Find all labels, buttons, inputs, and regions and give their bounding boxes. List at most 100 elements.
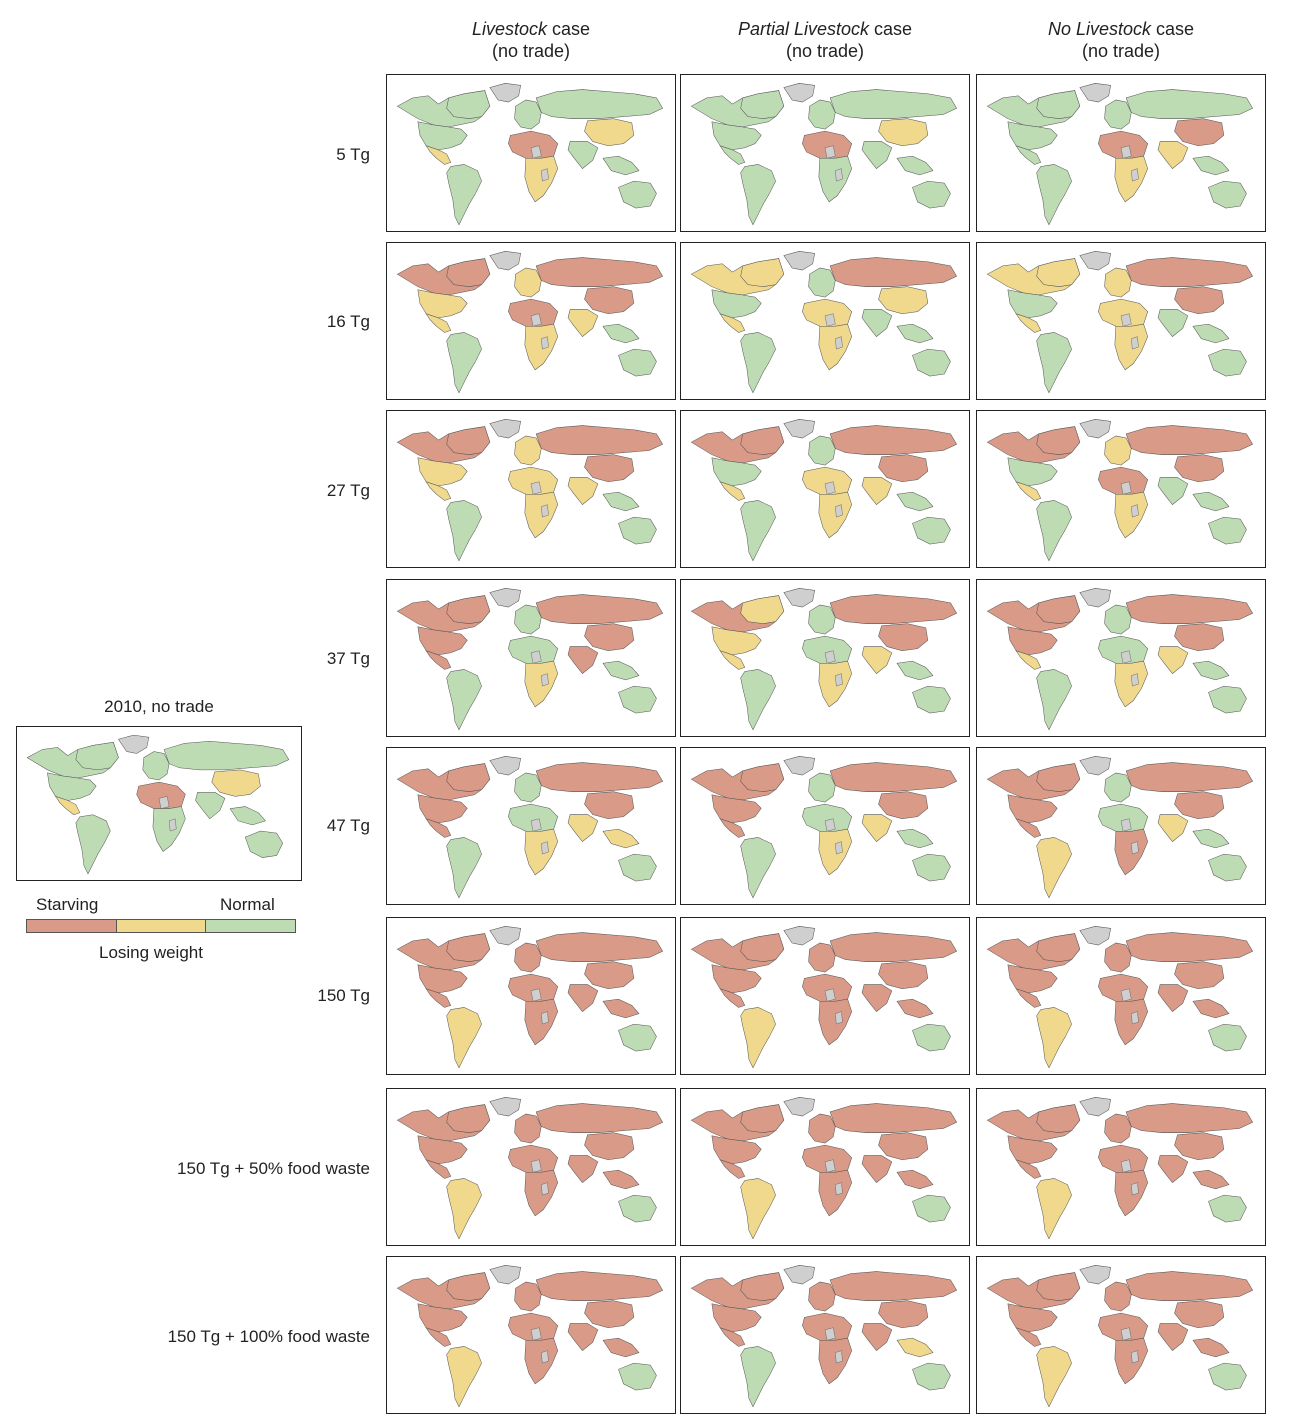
- region-mx: [425, 1159, 452, 1179]
- region-greenland: [783, 1097, 816, 1117]
- region-nodata-0: [1120, 481, 1132, 495]
- region-mx: [719, 145, 746, 165]
- map-panel-r2-c2: [680, 242, 970, 400]
- region-saf: [818, 1169, 853, 1217]
- region-greenland: [489, 1265, 522, 1285]
- region-ru: [535, 762, 664, 792]
- region-eu: [1104, 267, 1132, 298]
- region-mx: [719, 988, 746, 1008]
- world-map: [690, 251, 958, 394]
- map-panel-r8-c3: [976, 1256, 1266, 1414]
- region-nodata-1: [541, 1182, 549, 1196]
- region-mx: [719, 481, 746, 501]
- region-nodata-0: [1120, 988, 1132, 1002]
- region-ru: [1125, 1271, 1254, 1301]
- region-in: [567, 814, 599, 842]
- region-mx: [1015, 818, 1042, 838]
- region-saf: [1114, 491, 1149, 539]
- column-header-livestock: Livestock case (no trade): [471, 19, 591, 61]
- world-map: [986, 251, 1254, 394]
- region-sa: [446, 1178, 482, 1240]
- region-cn: [1174, 791, 1225, 819]
- world-map: [690, 588, 958, 731]
- region-in: [567, 646, 599, 674]
- region-sea: [1192, 1169, 1230, 1190]
- map-panel-r4-c1: [386, 579, 676, 737]
- map-panel-r8-c2: [680, 1256, 970, 1414]
- region-mx: [1015, 481, 1042, 501]
- region-nodata-0: [530, 650, 542, 664]
- region-us: [417, 121, 468, 151]
- region-mx: [425, 818, 452, 838]
- region-sea: [229, 806, 266, 826]
- region-sa: [740, 1007, 776, 1069]
- region-saf: [1114, 998, 1149, 1046]
- region-saf: [1114, 1337, 1149, 1385]
- region-cn: [584, 791, 635, 819]
- region-au: [912, 348, 951, 377]
- region-nodata-0: [1120, 818, 1132, 832]
- world-map: [396, 1097, 664, 1240]
- region-eu: [514, 99, 542, 130]
- region-mx: [425, 1327, 452, 1347]
- map-panel-r7-c2: [680, 1088, 970, 1246]
- region-greenland: [783, 588, 816, 608]
- region-eu: [1104, 435, 1132, 466]
- region-nodata-0: [1120, 313, 1132, 327]
- region-ca: [740, 258, 785, 287]
- region-cn: [1174, 454, 1225, 482]
- map-panel-r3-c1: [386, 410, 676, 568]
- region-ca: [446, 763, 491, 792]
- region-us: [711, 457, 762, 487]
- region-greenland: [489, 588, 522, 608]
- world-map: [690, 1265, 958, 1408]
- region-eu: [514, 604, 542, 635]
- region-ca: [1036, 258, 1081, 287]
- region-greenland: [489, 926, 522, 946]
- legend-color-bar: [26, 919, 296, 933]
- region-cn: [1174, 286, 1225, 314]
- region-sa: [740, 332, 776, 394]
- region-greenland: [783, 251, 816, 271]
- region-saf: [1114, 323, 1149, 371]
- region-cn: [878, 286, 929, 314]
- region-mx: [425, 481, 452, 501]
- region-saf: [818, 660, 853, 708]
- region-sea: [602, 155, 640, 176]
- region-cn: [878, 791, 929, 819]
- region-au: [912, 1023, 951, 1052]
- region-us: [417, 964, 468, 994]
- region-cn: [584, 623, 635, 651]
- region-cn: [878, 623, 929, 651]
- row-label-150tg: 150 Tg: [317, 986, 370, 1005]
- region-sea: [602, 828, 640, 849]
- region-nodata-0: [824, 988, 836, 1002]
- map-panel-r1-c3: [976, 74, 1266, 232]
- region-nodata-0: [824, 818, 836, 832]
- region-eu: [142, 751, 170, 781]
- region-eu: [514, 772, 542, 803]
- region-nodata-0: [530, 988, 542, 1002]
- region-greenland: [783, 926, 816, 946]
- region-greenland: [1079, 251, 1112, 271]
- region-us: [417, 794, 468, 824]
- region-in: [567, 141, 599, 169]
- region-us: [1007, 457, 1058, 487]
- region-in: [1157, 477, 1189, 505]
- region-mx: [425, 650, 452, 670]
- region-eu: [1104, 942, 1132, 973]
- world-map: [396, 756, 664, 899]
- region-ru: [535, 425, 664, 455]
- region-in: [1157, 1323, 1189, 1351]
- region-sa: [446, 164, 482, 226]
- region-cn: [1174, 1300, 1225, 1328]
- region-saf: [818, 1337, 853, 1385]
- region-saf: [524, 660, 559, 708]
- region-cn: [584, 961, 635, 989]
- region-mx: [719, 650, 746, 670]
- region-saf: [818, 155, 853, 203]
- region-nodata-1: [1131, 1350, 1139, 1364]
- region-au: [244, 830, 284, 858]
- region-in: [861, 984, 893, 1012]
- region-sa: [1036, 669, 1072, 731]
